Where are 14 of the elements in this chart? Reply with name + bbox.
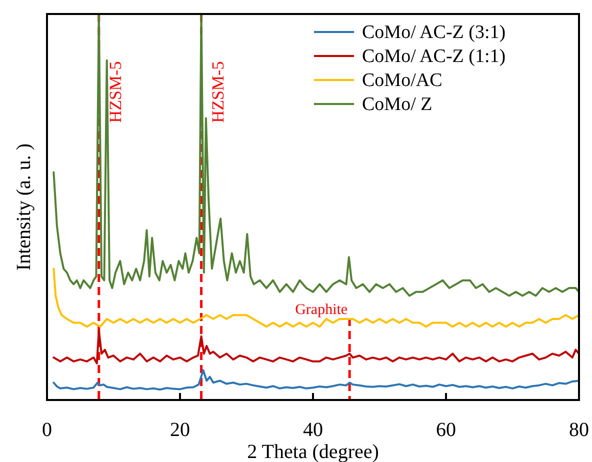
x-axis-title: 2 Theta (degree): [247, 441, 379, 462]
x-tick-label: 20: [170, 419, 190, 441]
legend-label: CoMo/ AC-Z (1:1): [362, 46, 506, 67]
ref-line-label: HZSM-5: [208, 61, 228, 123]
y-axis-title: Intensity (a. u. ): [13, 143, 35, 271]
x-tick-label: 40: [303, 419, 323, 441]
x-tick-label: 0: [42, 419, 52, 441]
legend-label: CoMo/AC: [362, 70, 442, 91]
x-tick-label: 60: [436, 419, 456, 441]
ref-line-label: Graphite: [295, 302, 348, 318]
legend-label: CoMo/ Z: [362, 94, 432, 115]
x-tick-label: 80: [569, 419, 589, 441]
legend-label: CoMo/ AC-Z (3:1): [362, 22, 506, 43]
ref-line-label: HZSM-5: [106, 61, 125, 123]
